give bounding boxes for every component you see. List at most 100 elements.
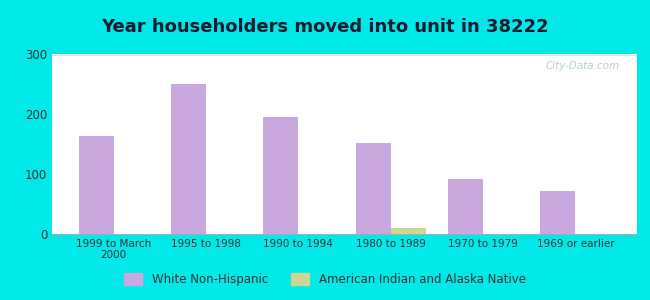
Bar <box>52 54 637 55</box>
Bar <box>52 54 637 55</box>
Text: City-Data.com: City-Data.com <box>545 61 619 71</box>
Bar <box>52 55 637 56</box>
Bar <box>52 55 637 56</box>
Bar <box>52 54 637 55</box>
Bar <box>52 54 637 55</box>
Bar <box>52 55 637 56</box>
Bar <box>540 191 575 234</box>
Bar <box>52 54 637 55</box>
Bar <box>52 54 637 55</box>
Bar <box>52 54 637 55</box>
Bar <box>52 55 637 56</box>
Bar <box>52 55 637 56</box>
Bar <box>52 55 637 56</box>
Bar <box>52 55 637 56</box>
Bar <box>52 54 637 55</box>
Bar <box>52 55 637 56</box>
Bar <box>52 55 637 56</box>
Bar <box>52 54 637 55</box>
Bar <box>52 54 637 55</box>
Bar <box>52 55 637 56</box>
Bar <box>52 54 637 55</box>
Bar <box>52 55 637 56</box>
Bar <box>52 54 637 55</box>
Bar <box>52 54 637 55</box>
Bar <box>52 55 637 56</box>
Bar <box>52 54 637 55</box>
Bar <box>52 55 637 56</box>
Bar <box>52 55 637 56</box>
Bar <box>52 54 637 55</box>
Bar <box>52 55 637 56</box>
Bar <box>171 84 206 234</box>
Bar <box>52 54 637 55</box>
Bar <box>52 55 637 56</box>
Bar <box>52 55 637 56</box>
Bar <box>52 54 637 55</box>
Bar <box>52 55 637 56</box>
Bar <box>52 54 637 55</box>
Bar <box>52 54 637 55</box>
Bar <box>52 55 637 56</box>
Bar <box>52 54 637 55</box>
Bar <box>52 55 637 56</box>
Bar <box>52 55 637 56</box>
Bar <box>52 54 637 55</box>
Bar <box>52 54 637 55</box>
Bar <box>52 55 637 56</box>
Bar <box>52 54 637 55</box>
Bar <box>52 54 637 55</box>
Bar <box>52 55 637 56</box>
Bar <box>52 55 637 56</box>
Bar <box>52 55 637 56</box>
Bar <box>52 55 637 56</box>
Bar <box>52 54 637 55</box>
Bar <box>52 54 637 55</box>
Bar <box>52 55 637 56</box>
Bar <box>52 55 637 56</box>
Bar <box>52 55 637 56</box>
Bar <box>52 54 637 55</box>
Bar <box>52 54 637 55</box>
Bar <box>52 55 637 56</box>
Bar <box>52 54 637 55</box>
Bar <box>52 55 637 56</box>
Bar <box>52 55 637 56</box>
Bar <box>52 54 637 55</box>
Bar <box>52 54 637 55</box>
Bar <box>52 55 637 56</box>
Bar <box>52 55 637 56</box>
Bar <box>52 54 637 55</box>
Bar <box>52 54 637 55</box>
Bar <box>52 55 637 56</box>
Bar <box>52 54 637 55</box>
Bar <box>52 54 637 55</box>
Bar <box>52 54 637 55</box>
Bar <box>52 55 637 56</box>
Bar <box>52 54 637 55</box>
Bar <box>52 54 637 55</box>
Text: Year householders moved into unit in 38222: Year householders moved into unit in 382… <box>101 18 549 36</box>
Bar <box>52 55 637 56</box>
Bar <box>52 55 637 56</box>
Bar <box>52 55 637 56</box>
Bar <box>52 55 637 56</box>
Bar <box>52 55 637 56</box>
Bar <box>52 54 637 55</box>
Bar <box>52 54 637 55</box>
Bar <box>52 54 637 55</box>
Bar <box>52 54 637 55</box>
Bar <box>52 55 637 56</box>
Bar <box>52 55 637 56</box>
Bar <box>52 55 637 56</box>
Bar <box>52 54 637 55</box>
Bar <box>52 54 637 55</box>
Bar <box>52 54 637 55</box>
Bar <box>52 54 637 55</box>
Bar <box>52 54 637 55</box>
Bar <box>52 54 637 55</box>
Bar <box>52 54 637 55</box>
Bar <box>52 55 637 56</box>
Bar <box>52 54 637 55</box>
Bar <box>52 55 637 56</box>
